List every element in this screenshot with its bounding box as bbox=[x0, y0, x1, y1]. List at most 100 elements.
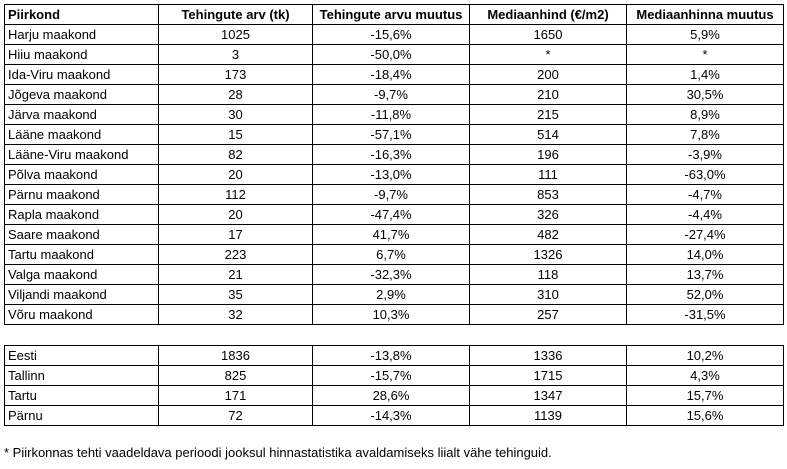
table-row: Eesti 1836 -13,8% 1336 10,2% bbox=[4, 345, 784, 366]
median-price-cell: 326 bbox=[469, 204, 627, 225]
transaction-count-change-cell: -13,0% bbox=[312, 164, 470, 185]
median-price-change-cell: 5,9% bbox=[626, 24, 784, 45]
table-row: Viljandi maakond 35 2,9% 310 52,0% bbox=[4, 284, 784, 305]
header-transaction-count: Tehingute arv (tk) bbox=[158, 4, 313, 25]
median-price-cell: 210 bbox=[469, 84, 627, 105]
transaction-count-cell: 20 bbox=[158, 204, 313, 225]
median-price-change-cell: -63,0% bbox=[626, 164, 784, 185]
region-cell: Harju maakond bbox=[4, 24, 159, 45]
transaction-count-change-cell: -13,8% bbox=[312, 345, 470, 366]
region-cell: Põlva maakond bbox=[4, 164, 159, 185]
region-cell: Tallinn bbox=[4, 365, 159, 386]
transaction-count-change-cell: 41,7% bbox=[312, 224, 470, 245]
median-price-change-cell: 10,2% bbox=[626, 345, 784, 366]
transaction-count-cell: 171 bbox=[158, 385, 313, 406]
region-cell: Tartu bbox=[4, 385, 159, 406]
median-price-cell: 200 bbox=[469, 64, 627, 85]
header-row: Piirkond Tehingute arv (tk) Tehingute ar… bbox=[4, 4, 784, 25]
transaction-count-cell: 112 bbox=[158, 184, 313, 205]
region-cell: Eesti bbox=[4, 345, 159, 366]
summary-statistics-table: Eesti 1836 -13,8% 1336 10,2% Tallinn 825 -15,7%… bbox=[4, 345, 784, 426]
median-price-change-cell: 1,4% bbox=[626, 64, 784, 85]
transaction-count-change-cell: 28,6% bbox=[312, 385, 470, 406]
transaction-count-cell: 21 bbox=[158, 264, 313, 285]
median-price-cell: 118 bbox=[469, 264, 627, 285]
table-row: Võru maakond 32 10,3% 257 -31,5% bbox=[4, 304, 784, 325]
table-row: Tallinn 825 -15,7% 1715 4,3% bbox=[4, 365, 784, 386]
transaction-count-change-cell: 6,7% bbox=[312, 244, 470, 265]
transaction-count-change-cell: -15,7% bbox=[312, 365, 470, 386]
transaction-count-change-cell: -50,0% bbox=[312, 44, 470, 65]
median-price-cell: * bbox=[469, 44, 627, 65]
median-price-cell: 310 bbox=[469, 284, 627, 305]
transaction-count-cell: 35 bbox=[158, 284, 313, 305]
table-row: Rapla maakond 20 -47,4% 326 -4,4% bbox=[4, 204, 784, 225]
transaction-count-cell: 72 bbox=[158, 405, 313, 426]
median-price-cell: 196 bbox=[469, 144, 627, 165]
median-price-change-cell: 7,8% bbox=[626, 124, 784, 145]
footnote: * Piirkonnas tehti vaadeldava perioodi j… bbox=[4, 445, 552, 460]
table-row: Tartu maakond 223 6,7% 1326 14,0% bbox=[4, 244, 784, 265]
transaction-count-cell: 173 bbox=[158, 64, 313, 85]
table-row: Pärnu 72 -14,3% 1139 15,6% bbox=[4, 405, 784, 426]
region-cell: Hiiu maakond bbox=[4, 44, 159, 65]
region-cell: Valga maakond bbox=[4, 264, 159, 285]
transaction-count-cell: 17 bbox=[158, 224, 313, 245]
table-row: Lääne maakond 15 -57,1% 514 7,8% bbox=[4, 124, 784, 145]
summary-rows: Eesti 1836 -13,8% 1336 10,2% Tallinn 825 -15,7%… bbox=[4, 345, 784, 426]
transaction-count-change-cell: -15,6% bbox=[312, 24, 470, 45]
median-price-change-cell: -3,9% bbox=[626, 144, 784, 165]
median-price-change-cell: 30,5% bbox=[626, 84, 784, 105]
transaction-count-cell: 3 bbox=[158, 44, 313, 65]
median-price-change-cell: 52,0% bbox=[626, 284, 784, 305]
region-cell: Viljandi maakond bbox=[4, 284, 159, 305]
table-row: Valga maakond 21 -32,3% 118 13,7% bbox=[4, 264, 784, 285]
transaction-count-change-cell: -11,8% bbox=[312, 104, 470, 125]
transaction-count-cell: 28 bbox=[158, 84, 313, 105]
table-row: Põlva maakond 20 -13,0% 111 -63,0% bbox=[4, 164, 784, 185]
transaction-count-cell: 1025 bbox=[158, 24, 313, 45]
transaction-count-change-cell: 10,3% bbox=[312, 304, 470, 325]
transaction-count-change-cell: -9,7% bbox=[312, 84, 470, 105]
transaction-count-change-cell: -18,4% bbox=[312, 64, 470, 85]
region-rows: Harju maakond 1025 -15,6% 1650 5,9% Hiiu maak… bbox=[4, 24, 784, 325]
region-cell: Saare maakond bbox=[4, 224, 159, 245]
median-price-change-cell: * bbox=[626, 44, 784, 65]
region-cell: Järva maakond bbox=[4, 104, 159, 125]
median-price-cell: 1326 bbox=[469, 244, 627, 265]
header-transaction-count-change: Tehingute arvu muutus bbox=[312, 4, 470, 25]
transaction-count-change-cell: -32,3% bbox=[312, 264, 470, 285]
median-price-change-cell: 13,7% bbox=[626, 264, 784, 285]
median-price-change-cell: 8,9% bbox=[626, 104, 784, 125]
median-price-change-cell: 14,0% bbox=[626, 244, 784, 265]
region-cell: Lääne-Viru maakond bbox=[4, 144, 159, 165]
region-cell: Ida-Viru maakond bbox=[4, 64, 159, 85]
median-price-change-cell: -4,7% bbox=[626, 184, 784, 205]
region-cell: Rapla maakond bbox=[4, 204, 159, 225]
median-price-cell: 111 bbox=[469, 164, 627, 185]
median-price-cell: 514 bbox=[469, 124, 627, 145]
median-price-cell: 1715 bbox=[469, 365, 627, 386]
table-row: Tartu 171 28,6% 1347 15,7% bbox=[4, 385, 784, 406]
table-row: Hiiu maakond 3 -50,0% * * bbox=[4, 44, 784, 65]
region-cell: Tartu maakond bbox=[4, 244, 159, 265]
median-price-cell: 1347 bbox=[469, 385, 627, 406]
median-price-change-cell: 4,3% bbox=[626, 365, 784, 386]
table-row: Järva maakond 30 -11,8% 215 8,9% bbox=[4, 104, 784, 125]
table-row: Ida-Viru maakond 173 -18,4% 200 1,4% bbox=[4, 64, 784, 85]
median-price-cell: 1336 bbox=[469, 345, 627, 366]
transaction-count-cell: 15 bbox=[158, 124, 313, 145]
table-row: Pärnu maakond 112 -9,7% 853 -4,7% bbox=[4, 184, 784, 205]
transaction-count-change-cell: -14,3% bbox=[312, 405, 470, 426]
transaction-count-cell: 82 bbox=[158, 144, 313, 165]
transaction-count-change-cell: -47,4% bbox=[312, 204, 470, 225]
median-price-change-cell: -4,4% bbox=[626, 204, 784, 225]
region-cell: Pärnu bbox=[4, 405, 159, 426]
transaction-count-cell: 223 bbox=[158, 244, 313, 265]
transaction-count-change-cell: -16,3% bbox=[312, 144, 470, 165]
transaction-count-change-cell: -57,1% bbox=[312, 124, 470, 145]
table-row: Lääne-Viru maakond 82 -16,3% 196 -3,9% bbox=[4, 144, 784, 165]
transaction-count-cell: 1836 bbox=[158, 345, 313, 366]
median-price-change-cell: 15,7% bbox=[626, 385, 784, 406]
region-cell: Pärnu maakond bbox=[4, 184, 159, 205]
